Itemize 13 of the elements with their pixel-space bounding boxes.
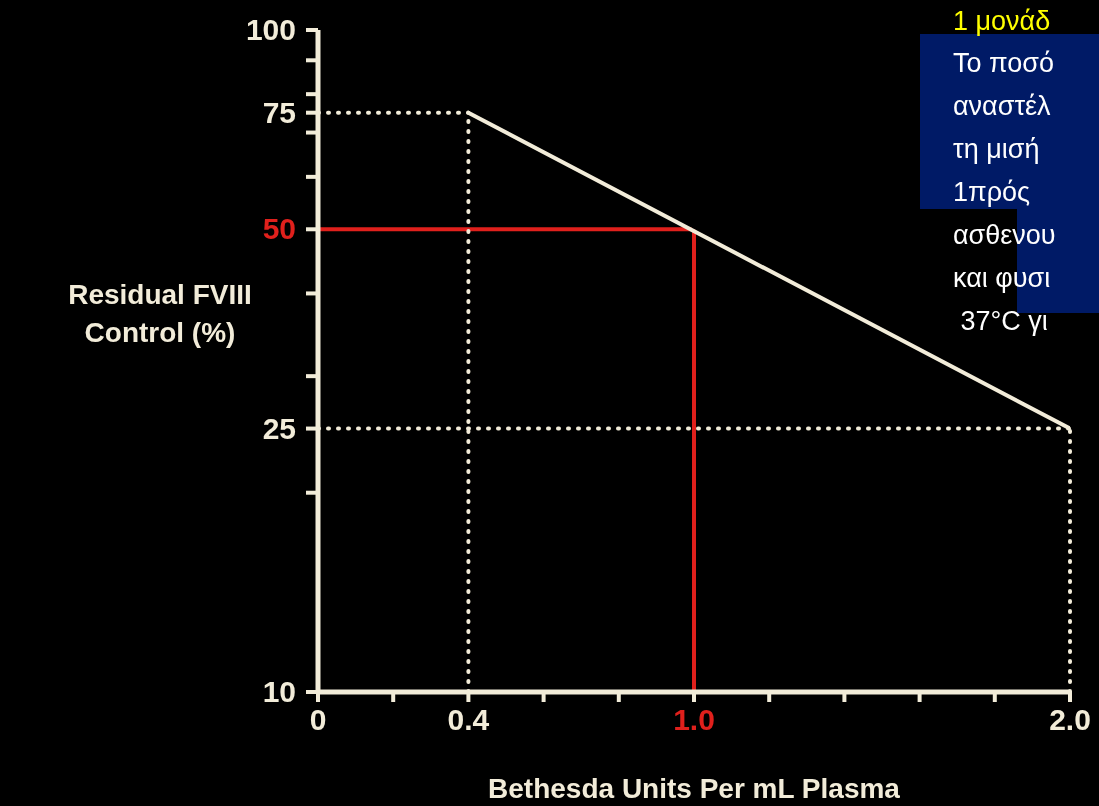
y-tick-label: 10 [262,675,296,708]
x-axis-title: Bethesda Units Per mL Plasma [488,773,901,804]
x-tick-label: 2.0 [1049,703,1091,736]
y-tick-label: 100 [245,13,296,46]
y-tick-label: 75 [262,95,296,129]
y-tick-label: 50 [262,212,296,246]
x-tick-label: 0 [309,703,327,736]
x-tick-label: 0.4 [447,703,490,736]
y-tick-label: 25 [262,411,296,445]
annotation: 1 μονάδ [953,5,1051,38]
y-axis-title: Residual FVIII Control (%) [67,278,253,350]
annotation: Το ποσό αναστέλ τη μισή 1πρός ασθενου και φυσι 37°C γι [953,47,1056,338]
x-tick-label: 1.0 [673,703,715,736]
